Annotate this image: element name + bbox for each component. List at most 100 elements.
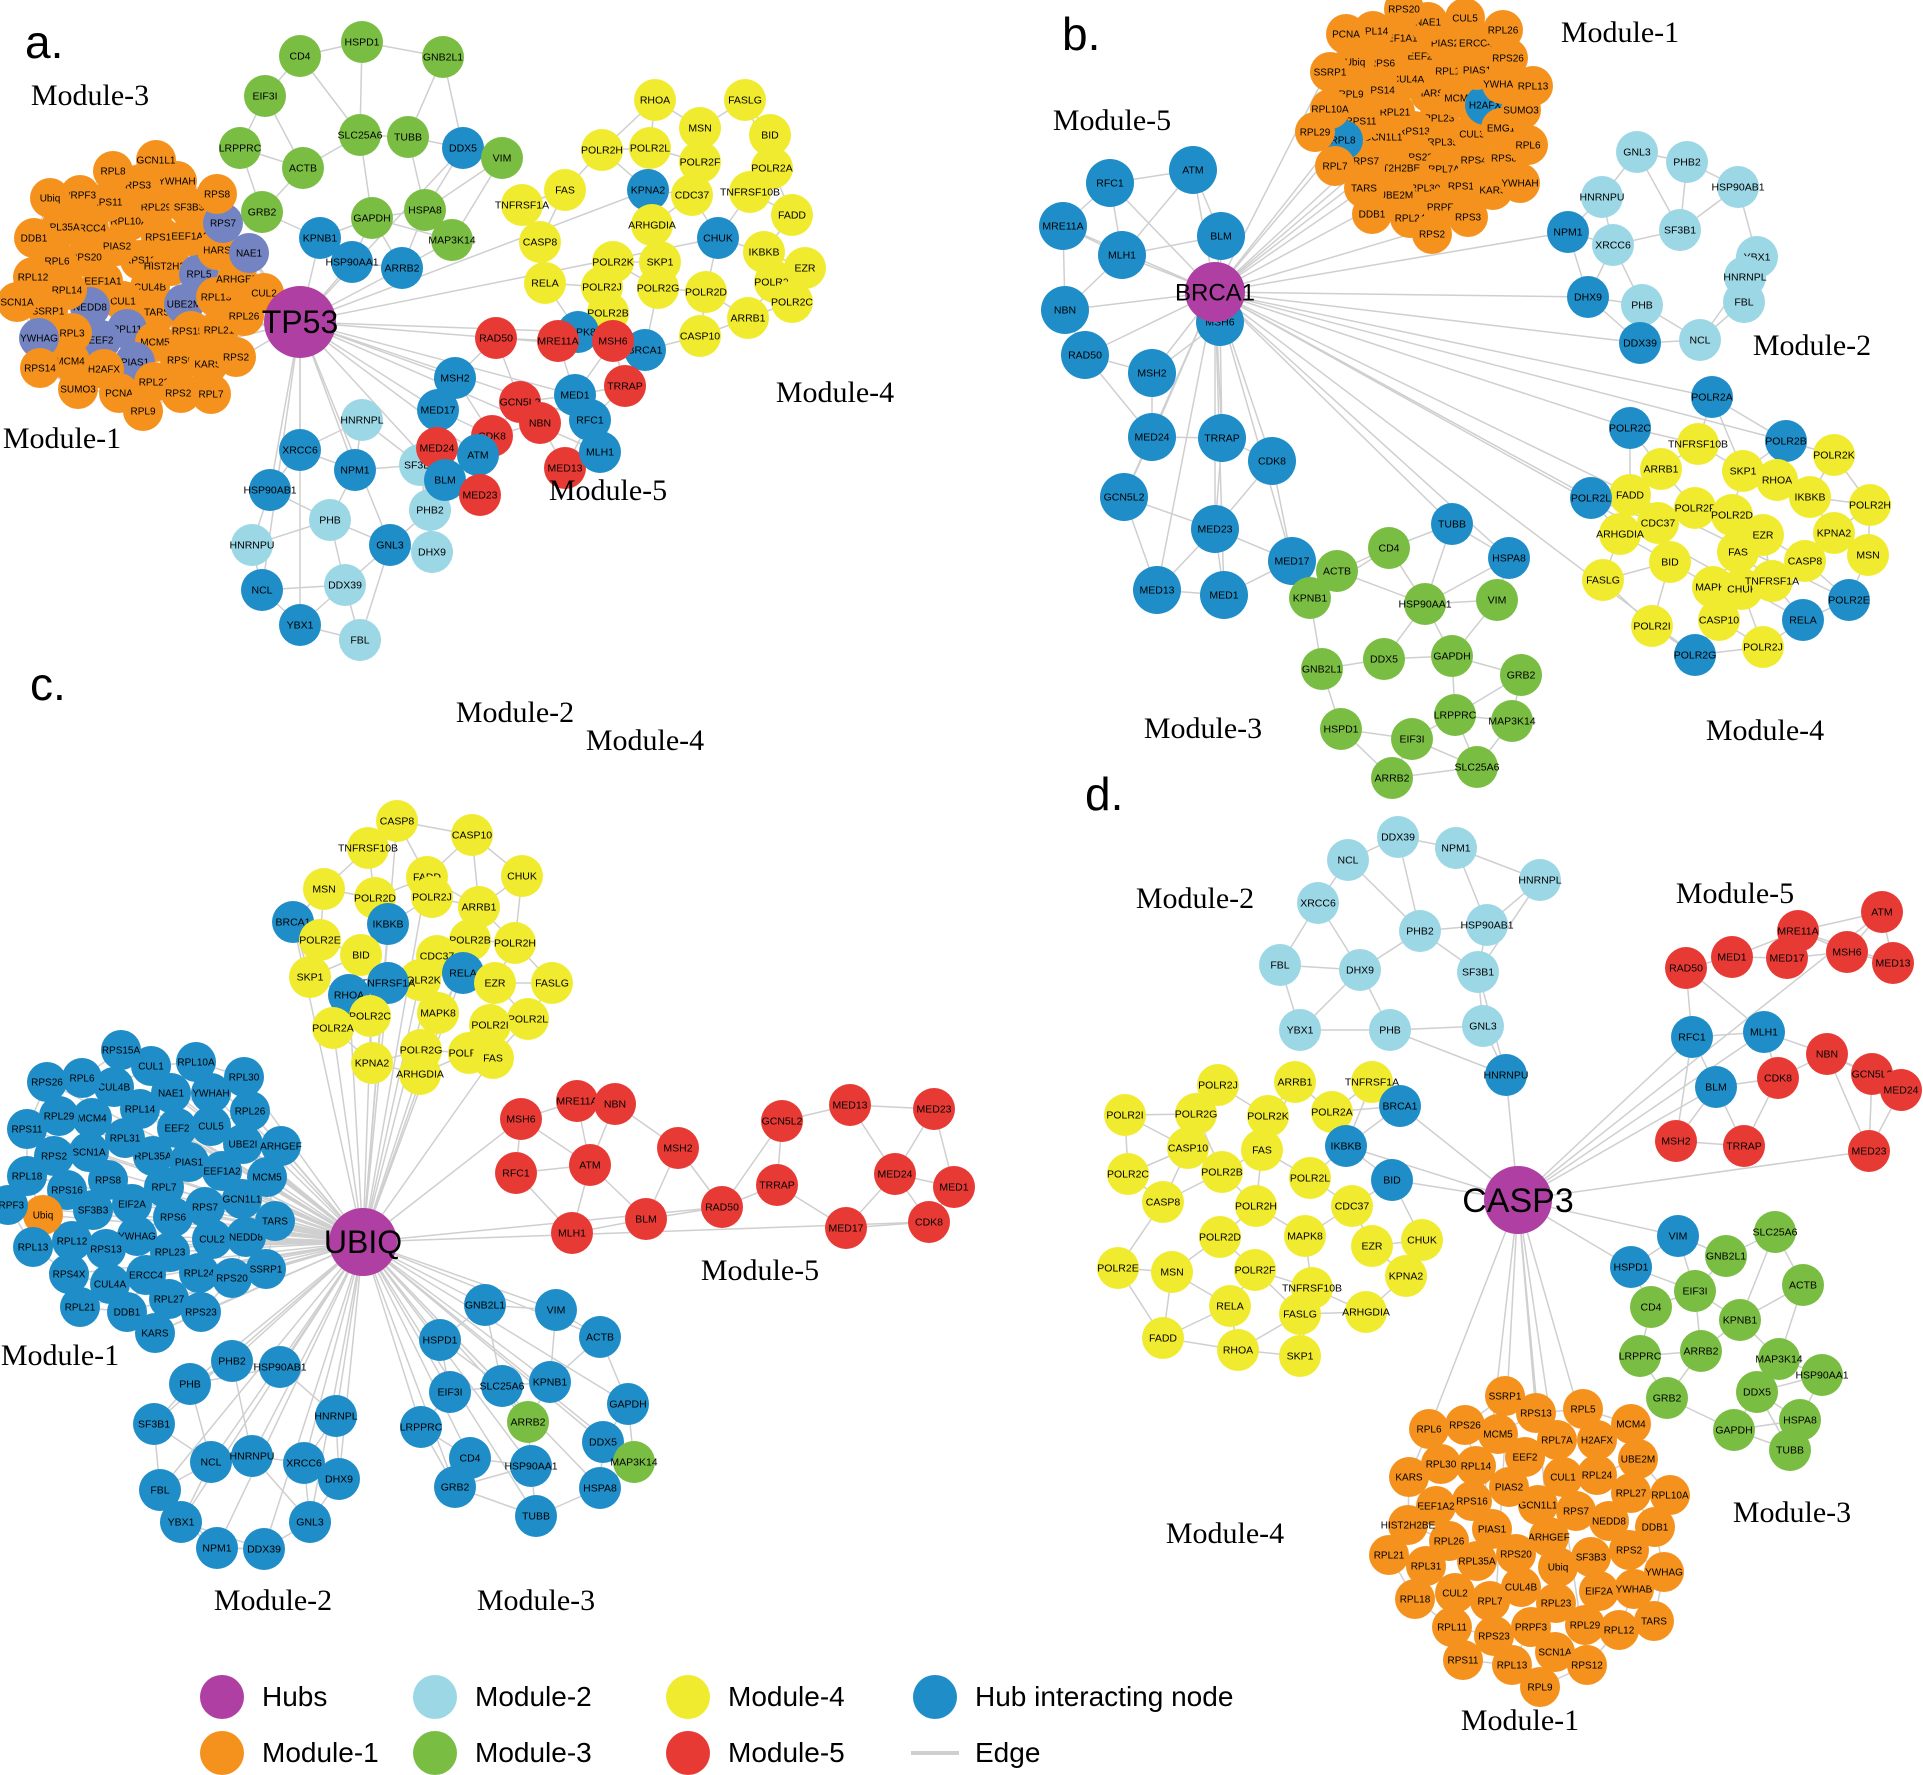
network-node-BLM	[1197, 212, 1245, 260]
node-label: RPL21	[1380, 108, 1411, 119]
network-node-MSH6	[500, 1098, 542, 1140]
node-label: BRCA1	[627, 345, 662, 357]
network-node-RPL21	[1369, 1535, 1409, 1575]
node-label: MAP3K14	[1488, 716, 1535, 728]
network-node-KPNA2	[1385, 1255, 1427, 1297]
network-node-CD4	[279, 35, 321, 77]
network-node-POLR2C	[349, 995, 391, 1037]
node-label: MCM4	[1616, 1420, 1646, 1431]
network-node-TARS	[1634, 1601, 1674, 1641]
node-label: KARS	[141, 1329, 169, 1340]
network-node-HNRNPU	[231, 1435, 273, 1477]
network-node-RELA	[1209, 1285, 1251, 1327]
network-node-GAPDH	[1431, 635, 1473, 677]
node-label: SF3B3	[1576, 1553, 1607, 1564]
node-label: VIM	[1488, 595, 1507, 607]
network-node-TUBB	[387, 116, 429, 158]
hub-edge	[299, 321, 579, 333]
network-node-MAP3K14	[1491, 700, 1533, 742]
hub-edge	[1214, 291, 1787, 442]
network-node-DDB1	[107, 1292, 147, 1332]
node-label: ATM	[579, 1160, 600, 1172]
network-node-DDX39	[324, 564, 366, 606]
network-node-Ubiq	[30, 178, 70, 218]
node-label: MSH2	[1661, 1136, 1690, 1148]
network-node-HSP90AA1	[1801, 1354, 1843, 1396]
module-label: Module-1	[1, 1339, 119, 1372]
node-label: CUL5	[1452, 14, 1478, 25]
network-node-KARS	[135, 1313, 175, 1353]
node-label: PCNA	[105, 389, 133, 400]
node-label: TNFRSF1A	[495, 200, 549, 212]
network-node-MED17	[417, 389, 459, 431]
node-label: PRPF3	[1427, 203, 1460, 214]
node-label: POLR2G	[1674, 650, 1717, 662]
network-node-XRCC6	[1592, 224, 1634, 266]
network-node-POLR2C	[1609, 407, 1651, 449]
node-label: ARHGDIA	[1596, 529, 1644, 541]
network-node-MAPK8	[417, 992, 459, 1034]
node-label: MAP3K14	[1755, 1354, 1802, 1366]
node-label: RPL8	[100, 167, 125, 178]
hub-edge	[216, 1241, 364, 1549]
network-node-CUL1	[131, 1046, 171, 1086]
node-label: EZR	[485, 978, 506, 990]
node-label: POLR2B	[449, 935, 490, 947]
module-label: Module-3	[1144, 712, 1262, 745]
node-label: EEF1A1	[1380, 34, 1418, 45]
network-node-PHB	[1369, 1009, 1411, 1051]
node-label: FAS	[483, 1053, 503, 1065]
network-node-RPS13	[86, 1229, 126, 1269]
node-label: HIST2H2BE	[1366, 164, 1421, 175]
node-label: POLR2E	[1097, 1263, 1138, 1275]
node-label: RPS3	[125, 181, 152, 192]
network-node-YBX1	[1279, 1009, 1321, 1051]
hub-edge	[362, 1241, 557, 1311]
network-node-MLH1	[579, 431, 621, 473]
node-label: PIAS2	[1431, 39, 1460, 50]
node-label: SUMO3	[60, 385, 96, 396]
node-label: RPL7A	[1428, 165, 1460, 176]
network-node-TUBB	[515, 1495, 557, 1537]
network-node-YBX1	[279, 604, 321, 646]
node-label: YWHAG	[1645, 1568, 1683, 1579]
node-label: RPL35A	[42, 223, 80, 234]
network-node-EZR	[784, 247, 826, 289]
node-label: POLR2D	[1199, 1232, 1241, 1244]
network-node-KPNB1	[1719, 1299, 1761, 1341]
legend-label: Hub interacting node	[975, 1681, 1233, 1712]
node-label: RPS4X	[53, 1270, 86, 1281]
network-node-RPS11	[7, 1109, 47, 1149]
module-label: Module-4	[586, 724, 704, 757]
node-label: RPL26	[1434, 1537, 1465, 1548]
network-node-CDK8	[1248, 437, 1296, 485]
hub-edge	[299, 321, 576, 396]
network-node-TRRAP	[604, 365, 646, 407]
node-label: BID	[1661, 557, 1679, 569]
node-label: HSP90AB1	[253, 1362, 306, 1374]
node-label: SF3B3	[78, 1206, 109, 1217]
node-label: UBE2M	[1621, 1455, 1655, 1466]
node-label: CHUK	[703, 233, 733, 245]
node-label: KARS	[1395, 1473, 1423, 1484]
network-node-MED23	[1848, 1130, 1890, 1172]
network-node-IKBKB	[1789, 476, 1831, 518]
node-label: RPS11	[1448, 1656, 1479, 1667]
network-node-RPL7	[1315, 146, 1355, 186]
node-label: RPL14	[52, 286, 83, 297]
node-label: NCL	[1689, 335, 1710, 347]
node-label: RPS13	[1520, 1409, 1552, 1420]
network-node-RPS23	[1474, 1616, 1514, 1656]
node-label: RFC1	[1096, 178, 1124, 190]
network-node-NPM1	[196, 1527, 238, 1569]
node-label: CHUK	[1407, 1235, 1437, 1247]
node-label: NCL	[251, 585, 272, 597]
node-label: RPL26	[229, 312, 260, 323]
network-node-EEF1A2	[202, 1151, 242, 1191]
network-node-BLM	[1695, 1066, 1737, 1108]
network-node-RPL29	[39, 1096, 79, 1136]
hub-label: TP53	[262, 304, 338, 340]
network-node-PHB	[169, 1363, 211, 1405]
node-label: TRRAP	[759, 1180, 795, 1192]
